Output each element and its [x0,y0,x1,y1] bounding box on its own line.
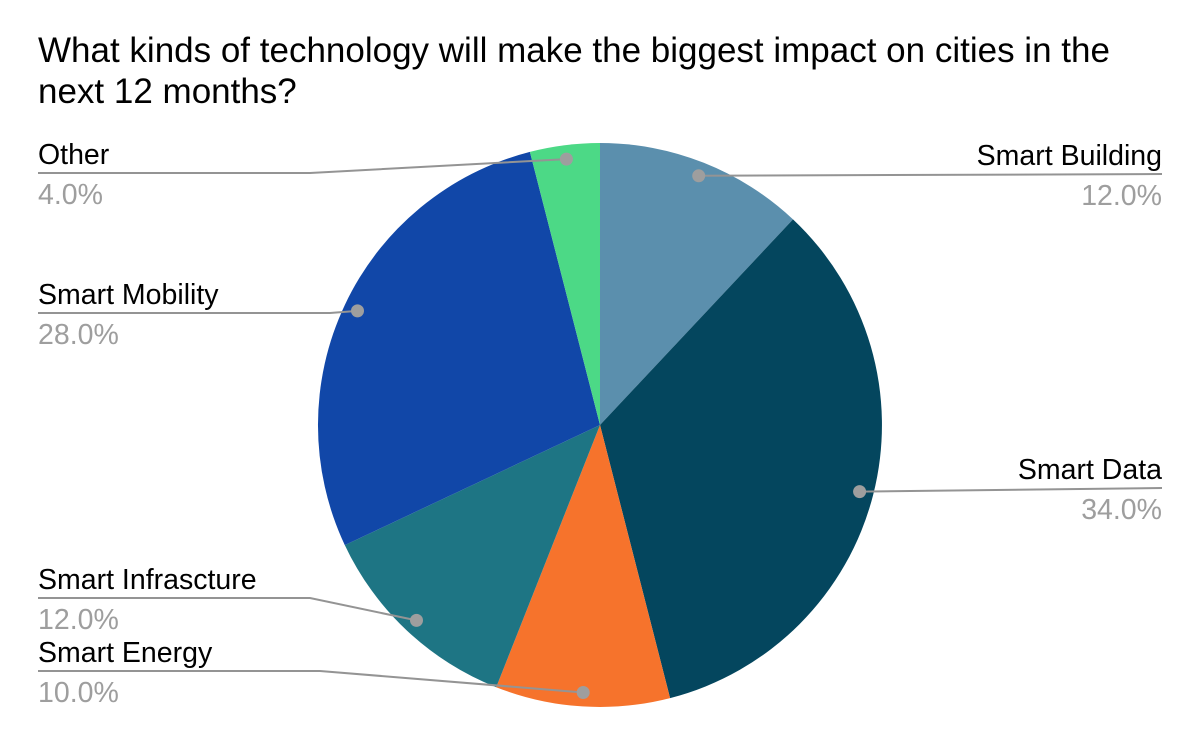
callout-dot-other [559,152,573,166]
slice-percent: 12.0% [38,604,119,636]
slice-percent: 12.0% [1081,180,1162,212]
slice-name: Smart Data [1017,454,1162,486]
pie-slice-smart-energy [496,425,671,707]
callout-label-smart-building: Smart Building 12.0% [977,139,1162,213]
slice-name: Other [38,139,110,171]
slice-name: Smart Building [976,140,1162,172]
leader-line-smart-building [698,173,1163,177]
callout-label-smart-infrascture: Smart Infrascture 12.0% [38,563,257,637]
callout-label-smart-data: Smart Data 34.0% [1018,453,1162,527]
leader-line-smart-infrascture [38,597,417,622]
slice-name: Smart Energy [38,637,213,669]
callout-label-other: Other 4.0% [38,138,109,212]
leader-line-smart-energy [38,670,584,694]
slice-percent: 4.0% [38,179,103,211]
leader-line-smart-data [859,487,1163,493]
callout-dot-smart-building [692,169,706,183]
pie-slice-smart-mobility [317,151,600,546]
leader-line-other [38,158,567,174]
callout-dot-smart-infrascture [410,613,423,627]
leader-line-smart-mobility [38,309,358,314]
callout-dot-smart-energy [576,686,590,699]
slice-name: Smart Infrascture [38,564,257,596]
callout-label-smart-mobility: Smart Mobility 28.0% [38,278,219,352]
callout-label-smart-energy: Smart Energy 10.0% [38,636,212,710]
pie-slice-smart-building [600,143,793,425]
slice-percent: 28.0% [38,319,119,351]
callout-dot-smart-data [853,485,867,499]
pie-slice-smart-infrascture [344,425,600,688]
pie-slice-smart-data [600,219,882,699]
chart-title: What kinds of technology will make the b… [38,31,1110,111]
slice-percent: 34.0% [1081,494,1162,526]
slice-percent: 10.0% [38,677,119,709]
callout-dot-smart-mobility [351,304,364,318]
pie-slice-other [529,143,600,425]
slice-name: Smart Mobility [38,279,219,311]
